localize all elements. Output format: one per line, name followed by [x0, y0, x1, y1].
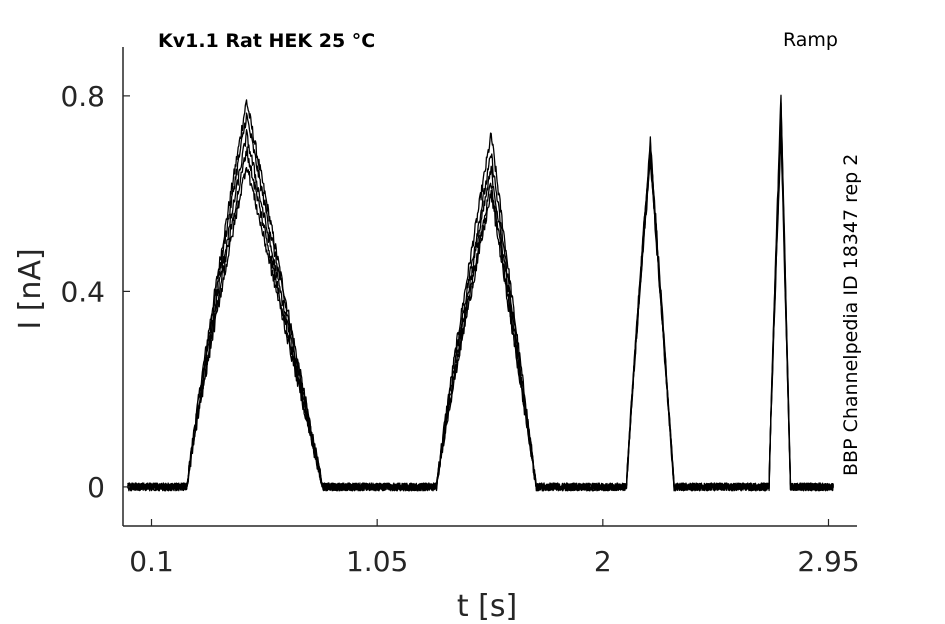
current-trace [127, 134, 834, 492]
y-tick-label: 0 [87, 471, 105, 504]
current-trace [127, 102, 834, 492]
protocol-label: Ramp [783, 29, 838, 51]
current-traces [127, 94, 834, 492]
chart-title: Kv1.1 Rat HEK 25 °C [158, 30, 375, 52]
x-tick-label: 2 [594, 545, 612, 578]
y-axis-label: I [nA] [13, 248, 48, 329]
y-ticks: 0 0.4 0.8 [60, 80, 130, 504]
y-tick-label: 0.8 [60, 80, 105, 113]
y-tick-label: 0.4 [60, 275, 105, 308]
x-tick-label: 2.95 [797, 545, 859, 578]
current-trace [127, 94, 834, 492]
x-tick-label: 0.1 [129, 545, 174, 578]
x-ticks: 0.1 1.05 2 2.95 [129, 519, 860, 578]
source-note: BBP Channelpedia ID 18347 rep 2 [840, 154, 862, 476]
x-tick-label: 1.05 [346, 545, 408, 578]
x-axis-label: t [s] [457, 589, 517, 624]
